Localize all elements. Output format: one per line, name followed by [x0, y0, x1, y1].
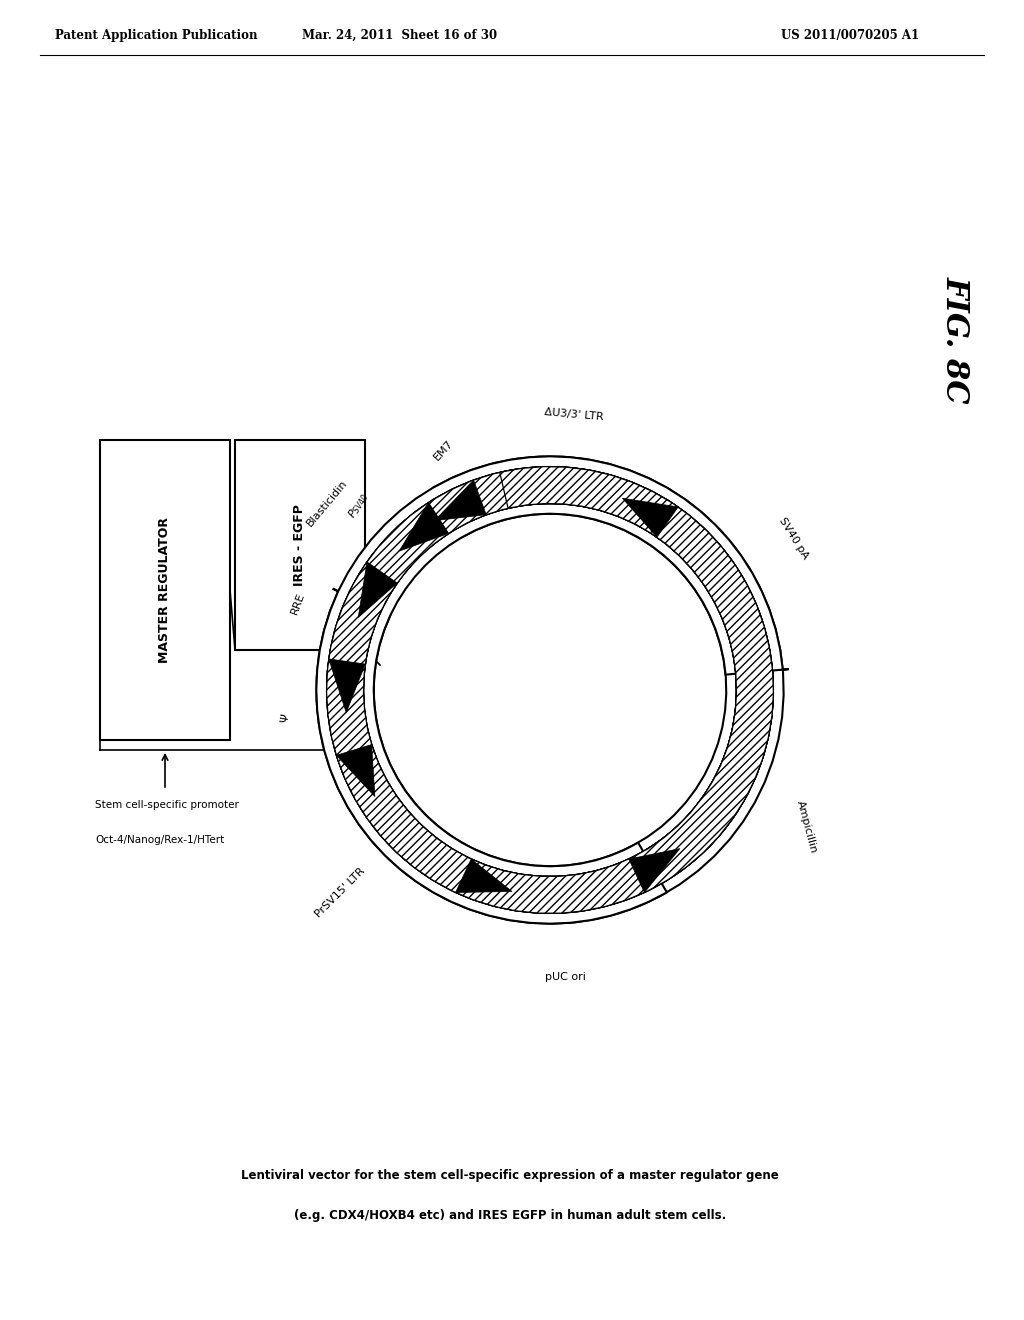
Text: pUC ori: pUC ori — [545, 972, 586, 982]
Text: Ψ: Ψ — [280, 713, 291, 723]
Polygon shape — [327, 466, 773, 900]
Text: (e.g. CDX4/HOXB4 etc) and IRES EGFP in human adult stem cells.: (e.g. CDX4/HOXB4 etc) and IRES EGFP in h… — [294, 1209, 726, 1221]
Text: PrSV15' LTR: PrSV15' LTR — [313, 866, 368, 919]
Bar — [100, 440, 230, 741]
Text: SV40 pA: SV40 pA — [776, 515, 810, 561]
Text: Patent Application Publication: Patent Application Publication — [55, 29, 257, 41]
Text: Stem cell-specific promoter: Stem cell-specific promoter — [95, 800, 239, 810]
Bar — [234, 440, 365, 649]
Polygon shape — [316, 457, 783, 924]
Text: FIG. 8C: FIG. 8C — [939, 276, 971, 404]
Polygon shape — [327, 467, 773, 913]
Polygon shape — [327, 467, 773, 913]
Text: RRE: RRE — [290, 591, 306, 615]
Text: US 2011/0070205 A1: US 2011/0070205 A1 — [781, 29, 920, 41]
Text: Blasticidin: Blasticidin — [305, 478, 349, 528]
Polygon shape — [327, 466, 773, 913]
Text: Mar. 24, 2011  Sheet 16 of 30: Mar. 24, 2011 Sheet 16 of 30 — [302, 29, 498, 41]
Polygon shape — [358, 562, 397, 618]
Polygon shape — [336, 744, 375, 796]
Polygon shape — [327, 480, 773, 913]
Polygon shape — [327, 467, 773, 913]
Text: EM7: EM7 — [431, 438, 455, 462]
Polygon shape — [434, 480, 486, 520]
Text: MASTER REGULATOR: MASTER REGULATOR — [159, 517, 171, 663]
Text: $P_{SV40}$: $P_{SV40}$ — [345, 490, 372, 520]
Text: Lentiviral vector for the stem cell-specific expression of a master regulator ge: Lentiviral vector for the stem cell-spec… — [241, 1168, 779, 1181]
Text: IRES - EGFP: IRES - EGFP — [294, 504, 306, 586]
Text: Ampicillin: Ampicillin — [796, 799, 819, 854]
Polygon shape — [316, 457, 788, 924]
Polygon shape — [327, 466, 773, 913]
Polygon shape — [399, 503, 449, 550]
Polygon shape — [327, 467, 773, 913]
Text: Oct-4/Nanog/Rex-1/HTert: Oct-4/Nanog/Rex-1/HTert — [95, 836, 224, 845]
Polygon shape — [329, 659, 366, 713]
Polygon shape — [629, 849, 680, 892]
Polygon shape — [456, 859, 512, 892]
Polygon shape — [623, 498, 678, 537]
Text: ΔU3/3' LTR: ΔU3/3' LTR — [544, 407, 604, 422]
